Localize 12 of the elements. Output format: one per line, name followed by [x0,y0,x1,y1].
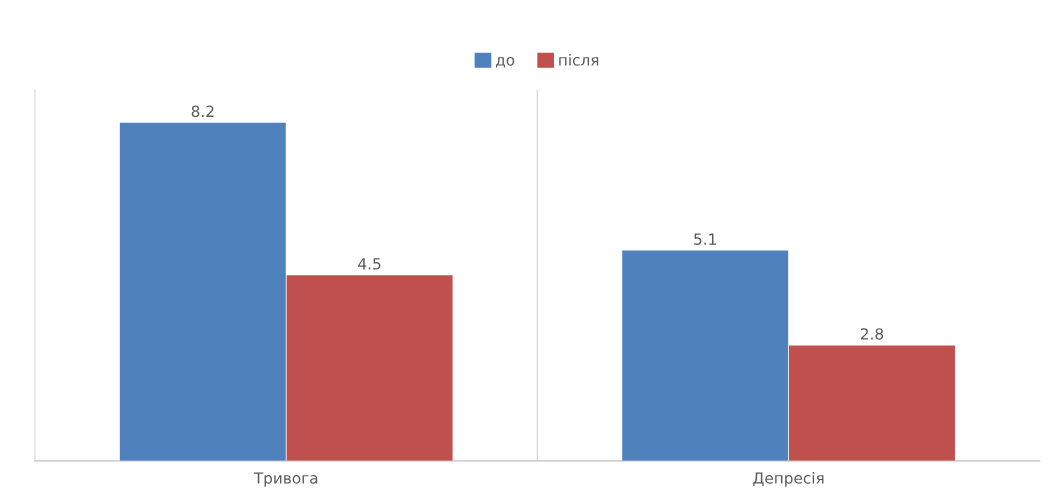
data-label: 8.2 [191,105,214,118]
data-label: 2.8 [860,328,884,340]
legend-label: до [495,56,515,68]
bar [286,275,453,461]
data-label: 5.1 [694,233,716,245]
data-label: 4.5 [358,258,381,270]
bar [622,250,789,461]
bar [789,345,955,461]
legend-label: після [559,53,599,66]
bar [119,122,286,461]
x-tick-label: Тривога [253,472,318,487]
x-tick-label: Депресія [753,471,824,487]
